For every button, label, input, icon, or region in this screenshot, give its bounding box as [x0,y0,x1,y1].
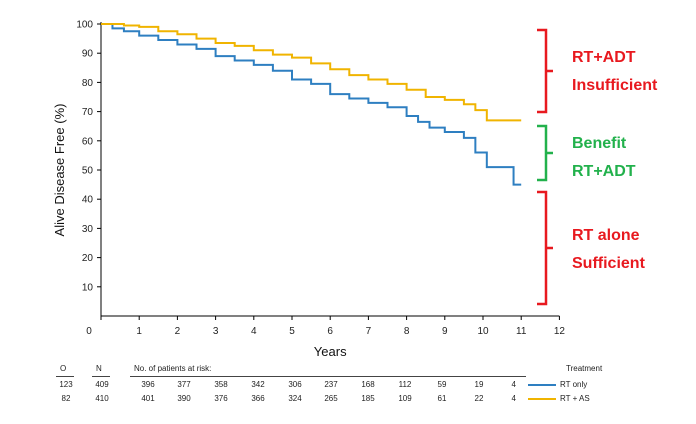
risk-rule-o [56,376,74,377]
y-tick-label: 60 [82,136,94,147]
x-tick-label: 10 [477,326,489,337]
bracket-benefit [537,124,553,182]
x-tick-label: 0 [86,326,92,337]
y-axis-title: Alive Disease Free (%) [52,104,67,237]
annotation-benefit-line1: Benefit [572,135,627,152]
series-line-rt-only [101,23,522,186]
risk-o-value: 82 [61,394,71,403]
risk-count: 19 [474,380,484,389]
risk-rule-counts [130,376,526,377]
risk-count: 4 [511,380,516,389]
y-tick-label: 40 [82,195,94,206]
x-tick-label: 11 [516,326,527,337]
x-tick-label: 2 [175,326,181,337]
risk-rule-n [92,376,110,377]
x-tick-label: 9 [442,326,448,337]
risk-count: 59 [437,380,447,389]
risk-n-value: 410 [95,394,109,403]
risk-header-o: O [60,364,67,373]
risk-count: 376 [214,394,228,403]
annotation-benefit: Benefit RT+ADT [572,130,636,186]
risk-count: 112 [398,380,412,389]
risk-header-n: N [96,364,102,373]
x-tick-label: 3 [213,326,219,337]
risk-count: 324 [288,394,302,403]
x-tick-label: 7 [366,326,372,337]
risk-n-value: 409 [95,380,109,389]
annotation-insufficient-line2: Insufficient [572,77,658,94]
risk-count: 401 [141,394,155,403]
bracket-insufficient [537,28,553,114]
annotation-insufficient-line1: RT+ADT [572,49,636,66]
series-line-rt-as [101,23,522,122]
y-tick-label: 90 [82,49,94,60]
x-tick-label: 6 [327,326,333,337]
annotation-benefit-line2: RT+ADT [572,163,636,180]
risk-count: 265 [324,394,338,403]
risk-count: 168 [361,380,375,389]
x-tick-label: 12 [554,326,566,337]
annotation-insufficient: RT+ADT Insufficient [572,44,657,100]
risk-count: 22 [474,394,484,403]
y-tick-label: 50 [82,166,94,177]
risk-treatment-label: RT + AS [560,394,590,403]
risk-count: 61 [437,394,447,403]
annotation-brackets [537,28,553,306]
risk-header-treatment: Treatment [566,364,603,373]
risk-count: 366 [251,394,265,403]
risk-legend-lines [528,384,556,400]
x-axis-title: Years [314,344,347,359]
risk-o-value: 123 [59,380,73,389]
risk-header-title: No. of patients at risk: [134,364,212,373]
x-tick-label: 1 [136,326,142,337]
risk-count: 396 [141,380,155,389]
x-tick-label: 4 [251,326,257,337]
risk-count: 342 [251,380,265,389]
x-tick-label: 8 [404,326,410,337]
risk-count: 109 [398,394,412,403]
risk-count: 237 [324,380,338,389]
risk-count: 390 [177,394,191,403]
plot-lines [101,23,522,186]
risk-count: 358 [214,380,228,389]
annotation-sufficient: RT alone Sufficient [572,222,645,278]
y-tick-label: 10 [82,282,94,293]
y-tick-label: 20 [82,253,94,264]
y-tick-label: 70 [82,107,94,118]
risk-count: 306 [288,380,302,389]
annotation-sufficient-line2: Sufficient [572,255,645,272]
annotation-sufficient-line1: RT alone [572,227,640,244]
bracket-sufficient [537,190,553,306]
risk-count: 377 [177,380,191,389]
risk-count: 185 [361,394,375,403]
y-tick-label: 80 [82,78,94,89]
risk-treatment-label: RT only [560,380,588,389]
y-tick-label: 100 [76,20,93,31]
y-tick-label: 30 [82,224,94,235]
risk-count: 4 [511,394,516,403]
x-tick-label: 5 [289,326,295,337]
